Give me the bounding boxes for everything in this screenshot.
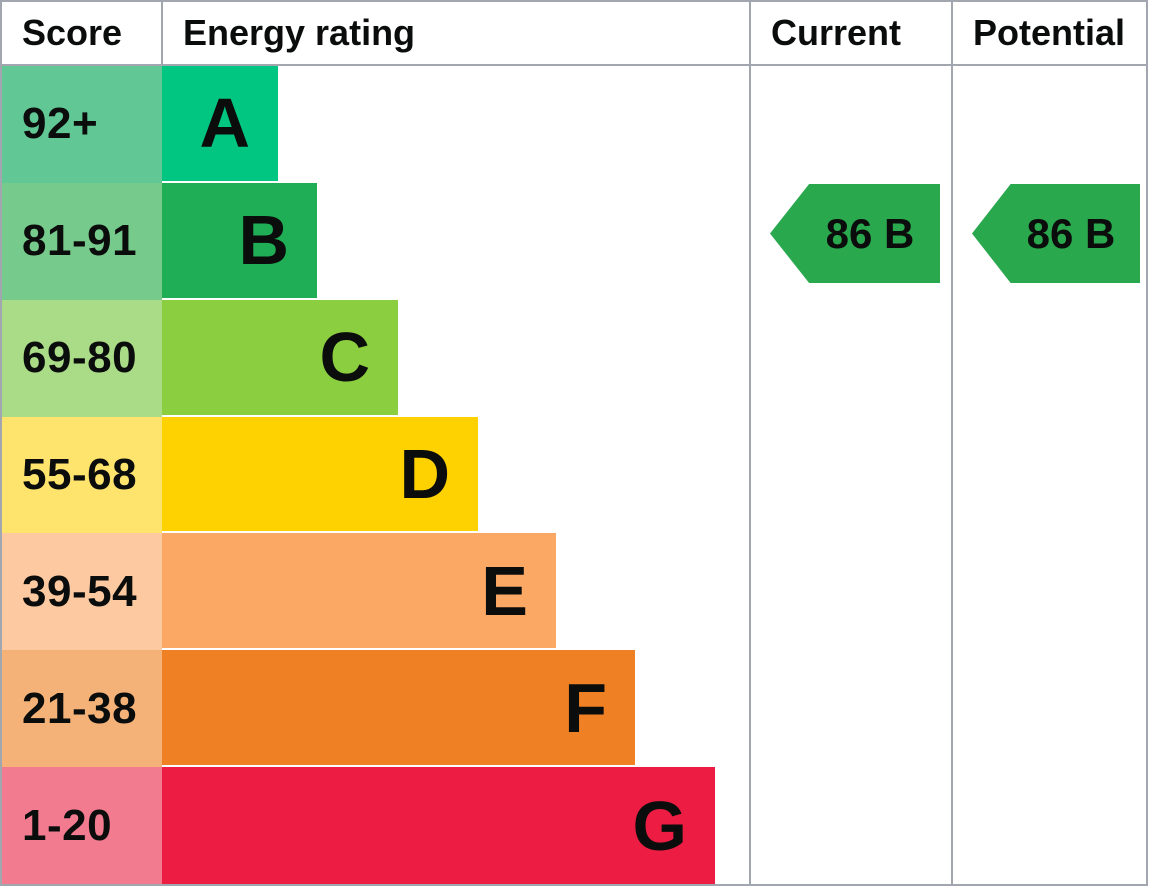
column-header-score: Score xyxy=(22,12,123,53)
score-range-f: 21-38 xyxy=(2,650,162,768)
score-range-g: 1-20 xyxy=(2,767,162,884)
rating-bands: 92+ A 81-91 B 69-80 C 55-68 D 39-54 E 21-38 F 1-20 G xyxy=(2,66,749,884)
column-header-potential: Potential xyxy=(973,12,1126,53)
divider-score-energy xyxy=(161,2,163,64)
divider-potential-column xyxy=(951,2,953,884)
divider-current-column xyxy=(749,2,751,884)
current-rating-arrow: 86 B xyxy=(770,184,940,283)
band-row-a: 92+ A xyxy=(2,66,749,183)
rating-bar-b: B xyxy=(162,182,317,300)
band-row-g: 1-20 G xyxy=(2,767,749,884)
score-range-e: 39-54 xyxy=(2,533,162,651)
rating-bar-f: F xyxy=(162,650,635,768)
score-range-b: 81-91 xyxy=(2,182,162,300)
score-range-d: 55-68 xyxy=(2,416,162,534)
potential-rating-arrow: 86 B xyxy=(972,184,1140,283)
rating-bar-e: E xyxy=(162,533,556,651)
current-rating-value: 86 B xyxy=(825,209,915,257)
rating-bar-c: C xyxy=(162,299,398,417)
rating-bar-g: G xyxy=(162,767,715,884)
column-header-current: Current xyxy=(771,12,902,53)
rating-bar-a: A xyxy=(162,66,278,183)
band-row-b: 81-91 B xyxy=(2,182,749,300)
score-range-c: 69-80 xyxy=(2,299,162,417)
rating-bar-d: D xyxy=(162,416,478,534)
potential-rating-value: 86 B xyxy=(1026,209,1116,257)
band-row-f: 21-38 F xyxy=(2,650,749,768)
band-row-c: 69-80 C xyxy=(2,299,749,417)
band-row-e: 39-54 E xyxy=(2,533,749,651)
band-row-d: 55-68 D xyxy=(2,416,749,534)
score-range-a: 92+ xyxy=(2,66,162,183)
header-separator-line xyxy=(2,64,1146,66)
column-header-energy-rating: Energy rating xyxy=(183,12,416,53)
